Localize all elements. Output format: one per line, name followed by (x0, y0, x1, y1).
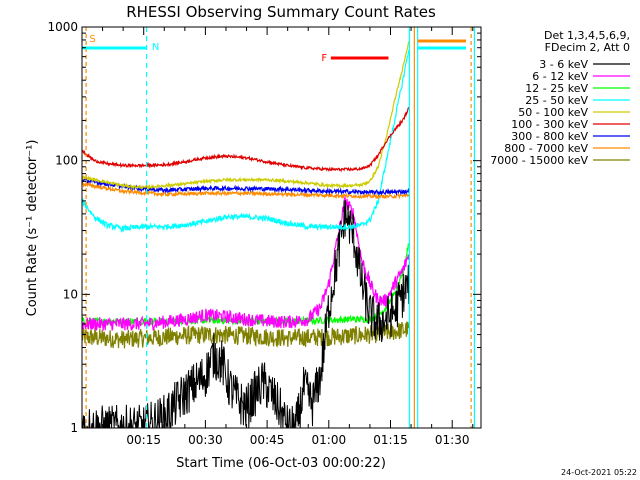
annotation-s: S (89, 34, 95, 45)
x-axis-label: Start Time (06-Oct-03 00:00:22) (176, 456, 386, 471)
series-line-7000-15000kev (82, 321, 410, 349)
legend-header-line-2: FDecim 2, Att 0 (545, 41, 630, 54)
x-tick-label: 00:15 (126, 433, 161, 447)
series-line-50-100kev (82, 41, 410, 190)
legend-label: 6 - 12 keV (532, 70, 588, 83)
legend-label: 12 - 25 keV (525, 82, 588, 95)
series-line-3-6kev (82, 200, 410, 428)
x-tick-label: 01:00 (312, 433, 347, 447)
series-line-12-25kev (82, 243, 410, 327)
x-tick-label: 01:30 (435, 433, 470, 447)
legend-label: 300 - 800 keV (511, 130, 588, 143)
x-tick-label: 00:45 (250, 433, 285, 447)
series-line-100-300kev (82, 106, 410, 173)
y-axis-label: Count Rate (s⁻¹ detector⁻¹) (25, 140, 40, 317)
series-line-6-12kev (82, 195, 410, 332)
legend-header-line-1: Det 1,3,4,5,6,9, (544, 29, 630, 42)
plot-content: S N F (82, 27, 476, 428)
y-tick-label: 100 (55, 154, 78, 168)
legend-label: 800 - 7000 keV (504, 142, 588, 155)
annotation-n: N (152, 42, 159, 53)
legend: Det 1,3,4,5,6,9, FDecim 2, Att 0 3 - 6 k… (490, 29, 630, 167)
series-line-800-7000kev (82, 181, 410, 201)
legend-label: 50 - 100 keV (518, 106, 588, 119)
date-stamp: 24-Oct-2021 05:22 (561, 468, 637, 477)
axes: 1 10 100 1000 00:15 00:30 00:45 01:00 01:15 01:30 (47, 20, 482, 447)
x-tick-label: 01:15 (373, 433, 408, 447)
plot-frame (81, 26, 482, 429)
y-tick-label: 10 (63, 287, 78, 301)
x-tick-label: 00:30 (188, 433, 223, 447)
chart-title: RHESSI Observing Summary Count Rates (126, 3, 436, 21)
legend-label: 25 - 50 keV (525, 94, 588, 107)
series-line-25-50kev (82, 50, 410, 234)
legend-label: 7000 - 15000 keV (490, 154, 588, 167)
y-tick-label: 1000 (47, 20, 78, 34)
legend-label: 100 - 300 keV (511, 118, 588, 131)
legend-label: 3 - 6 keV (539, 58, 588, 71)
annotation-f: F (321, 53, 327, 64)
y-tick-label: 1 (70, 421, 78, 435)
